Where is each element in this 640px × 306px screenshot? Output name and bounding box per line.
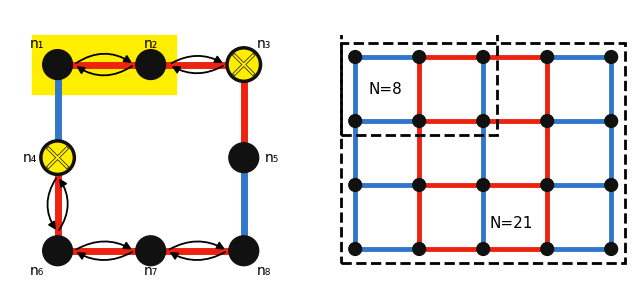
Text: n₇: n₇ [143,264,158,278]
FancyArrowPatch shape [78,66,132,75]
FancyArrowPatch shape [47,178,56,228]
Circle shape [605,243,618,256]
Circle shape [413,115,426,127]
Text: n₆: n₆ [30,264,44,278]
Circle shape [541,243,554,256]
Circle shape [477,50,490,63]
Circle shape [477,179,490,191]
Circle shape [227,48,260,81]
Bar [341,0,497,135]
Text: n₄: n₄ [22,151,37,165]
FancyArrowPatch shape [76,241,130,249]
Circle shape [541,50,554,63]
Circle shape [41,141,74,174]
FancyArrowPatch shape [173,66,223,73]
Text: N=8: N=8 [368,81,402,96]
FancyArrowPatch shape [170,241,223,249]
Circle shape [229,236,259,266]
Circle shape [349,50,362,63]
Circle shape [349,179,362,191]
Text: n₈: n₈ [257,264,271,278]
Text: n₁: n₁ [30,37,44,51]
Circle shape [477,243,490,256]
Circle shape [43,50,72,80]
Circle shape [413,243,426,256]
Text: N=21: N=21 [490,216,533,231]
FancyArrowPatch shape [76,54,131,63]
Circle shape [43,236,72,266]
Circle shape [605,179,618,191]
Circle shape [605,115,618,127]
Circle shape [229,143,259,173]
Circle shape [413,50,426,63]
Circle shape [349,115,362,127]
Bar [33,35,176,94]
Circle shape [541,179,554,191]
FancyArrowPatch shape [78,252,132,260]
Circle shape [136,236,166,266]
Circle shape [413,179,426,191]
Text: n₃: n₃ [257,37,271,51]
Circle shape [541,115,554,127]
Circle shape [136,50,166,80]
FancyArrowPatch shape [172,56,221,63]
Text: n₂: n₂ [143,37,158,51]
FancyArrowPatch shape [59,180,68,230]
Text: n₅: n₅ [264,151,279,165]
Circle shape [349,243,362,256]
Circle shape [605,50,618,63]
Circle shape [477,115,490,127]
FancyArrowPatch shape [172,252,225,260]
